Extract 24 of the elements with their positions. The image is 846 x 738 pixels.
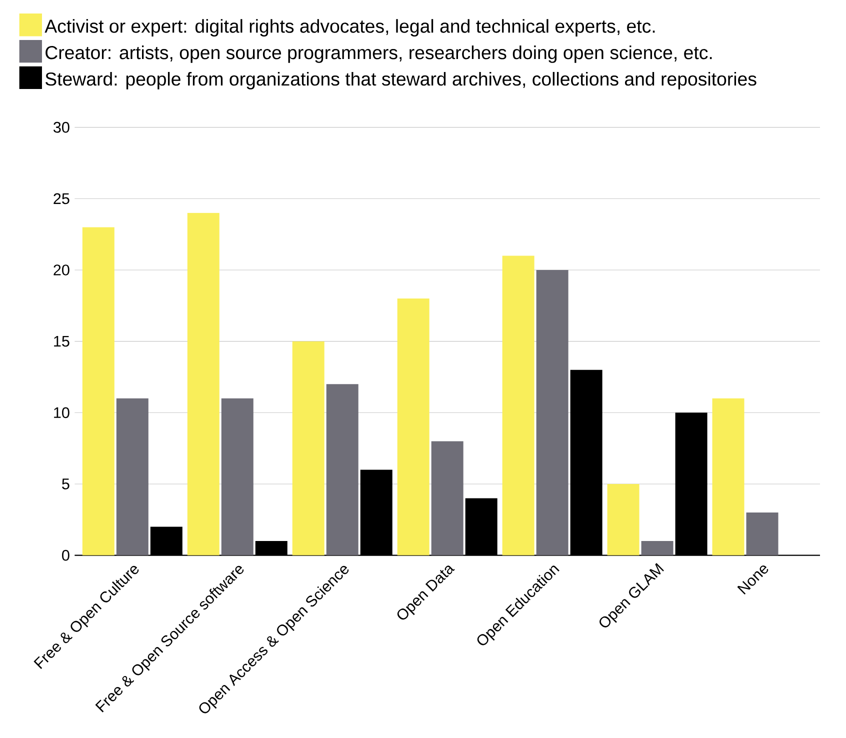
bar (607, 484, 640, 556)
bar (397, 298, 430, 556)
bar (712, 398, 744, 556)
y-tick-label: 0 (62, 550, 70, 561)
bar (292, 341, 324, 556)
legend-label: Activist or expert: digital rights advocates, legal and technical experts, etc. (44, 19, 655, 36)
bar (641, 541, 674, 556)
y-tick-label: 30 (53, 122, 70, 133)
y-tick-label: 25 (54, 193, 70, 204)
bar (746, 512, 778, 556)
bar (187, 212, 220, 556)
bar (536, 270, 568, 556)
bar (326, 384, 358, 556)
bar (116, 398, 148, 556)
bar (221, 398, 254, 556)
bar (82, 227, 114, 556)
bar (431, 441, 464, 556)
legend-label: Creator: artists, open source programmers, researchers doing open science, etc. (46, 46, 712, 63)
bar (502, 256, 534, 556)
y-tick-label: 15 (54, 336, 70, 347)
y-tick-label: 5 (62, 478, 70, 490)
y-tick-label: 10 (54, 407, 70, 418)
y-tick-label: 20 (54, 264, 70, 276)
legend-label: Steward: people from organizations that steward archives, collections and repositories (46, 72, 756, 90)
